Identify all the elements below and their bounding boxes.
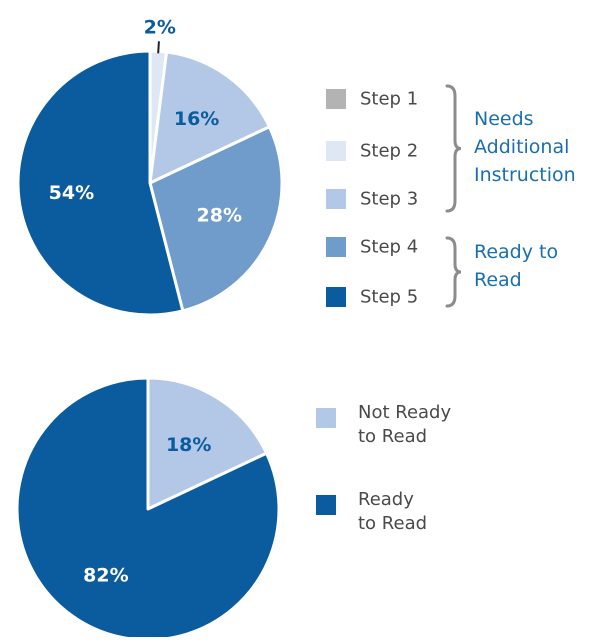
legend-item-step-1: Step 1 <box>326 89 418 110</box>
legend-label-step-5: Step 5 <box>360 287 418 308</box>
legend-swatch-step-3 <box>326 189 346 209</box>
legend-item-step-4: Step 4 <box>326 237 418 258</box>
pie-slice-step-5 <box>16 49 185 317</box>
data-label-step-3: 16% <box>174 108 219 130</box>
legend-label-ready-to-read: Ready to Read <box>358 489 427 534</box>
pie-slice-not-ready-to-read <box>146 376 269 511</box>
legend-item-step-2: Step 2 <box>326 141 418 162</box>
legend-label-step-2: Step 2 <box>360 141 418 162</box>
legend-readiness: Not Ready to Read Ready to Read <box>316 402 451 534</box>
group-brace-needs-instruction <box>445 84 462 213</box>
legend-label-step-1: Step 1 <box>360 89 418 110</box>
pie-slice-ready-to-read <box>15 376 281 642</box>
legend-label-step-4: Step 4 <box>360 237 418 258</box>
legend-swatch-step-5 <box>326 287 346 307</box>
pie-chart-readiness: 18% 82% <box>15 376 281 642</box>
data-label-step-4: 28% <box>197 205 242 227</box>
group-label-needs-additional-instruction: Needs Additional Instruction <box>474 108 576 186</box>
legend-steps: Step 1 Step 2 Step 3 Step 4 Step 5 Needs Addit… <box>326 84 576 308</box>
legend-swatch-step-1 <box>326 89 346 109</box>
legend-item-ready-to-read: Ready to Read <box>316 489 427 534</box>
data-label-step-2: 2% <box>144 16 176 38</box>
pie-slice-step-3 <box>148 50 271 185</box>
data-label-not-ready-to-read: 18% <box>166 434 211 456</box>
legend-label-not-ready-to-read: Not Ready to Read <box>358 402 451 447</box>
legend-item-not-ready-to-read: Not Ready to Read <box>316 402 451 447</box>
legend-item-step-3: Step 3 <box>326 189 418 210</box>
leader-line-step-2 <box>157 41 160 54</box>
legend-swatch-step-4 <box>326 237 346 257</box>
legend-swatch-step-2 <box>326 141 346 161</box>
group-brace-ready-to-read <box>445 236 462 308</box>
legend-swatch-ready-to-read <box>316 495 336 515</box>
data-label-ready-to-read: 82% <box>83 564 128 586</box>
group-label-ready-to-read: Ready to Read <box>474 241 558 291</box>
pie-slice-step-4 <box>148 125 284 313</box>
pie-chart-steps: 2% 16% 28% 54% <box>16 16 284 317</box>
legend-item-step-5: Step 5 <box>326 287 418 308</box>
legend-label-step-3: Step 3 <box>360 189 418 210</box>
data-label-step-5: 54% <box>49 182 94 204</box>
legend-swatch-not-ready-to-read <box>316 408 336 428</box>
